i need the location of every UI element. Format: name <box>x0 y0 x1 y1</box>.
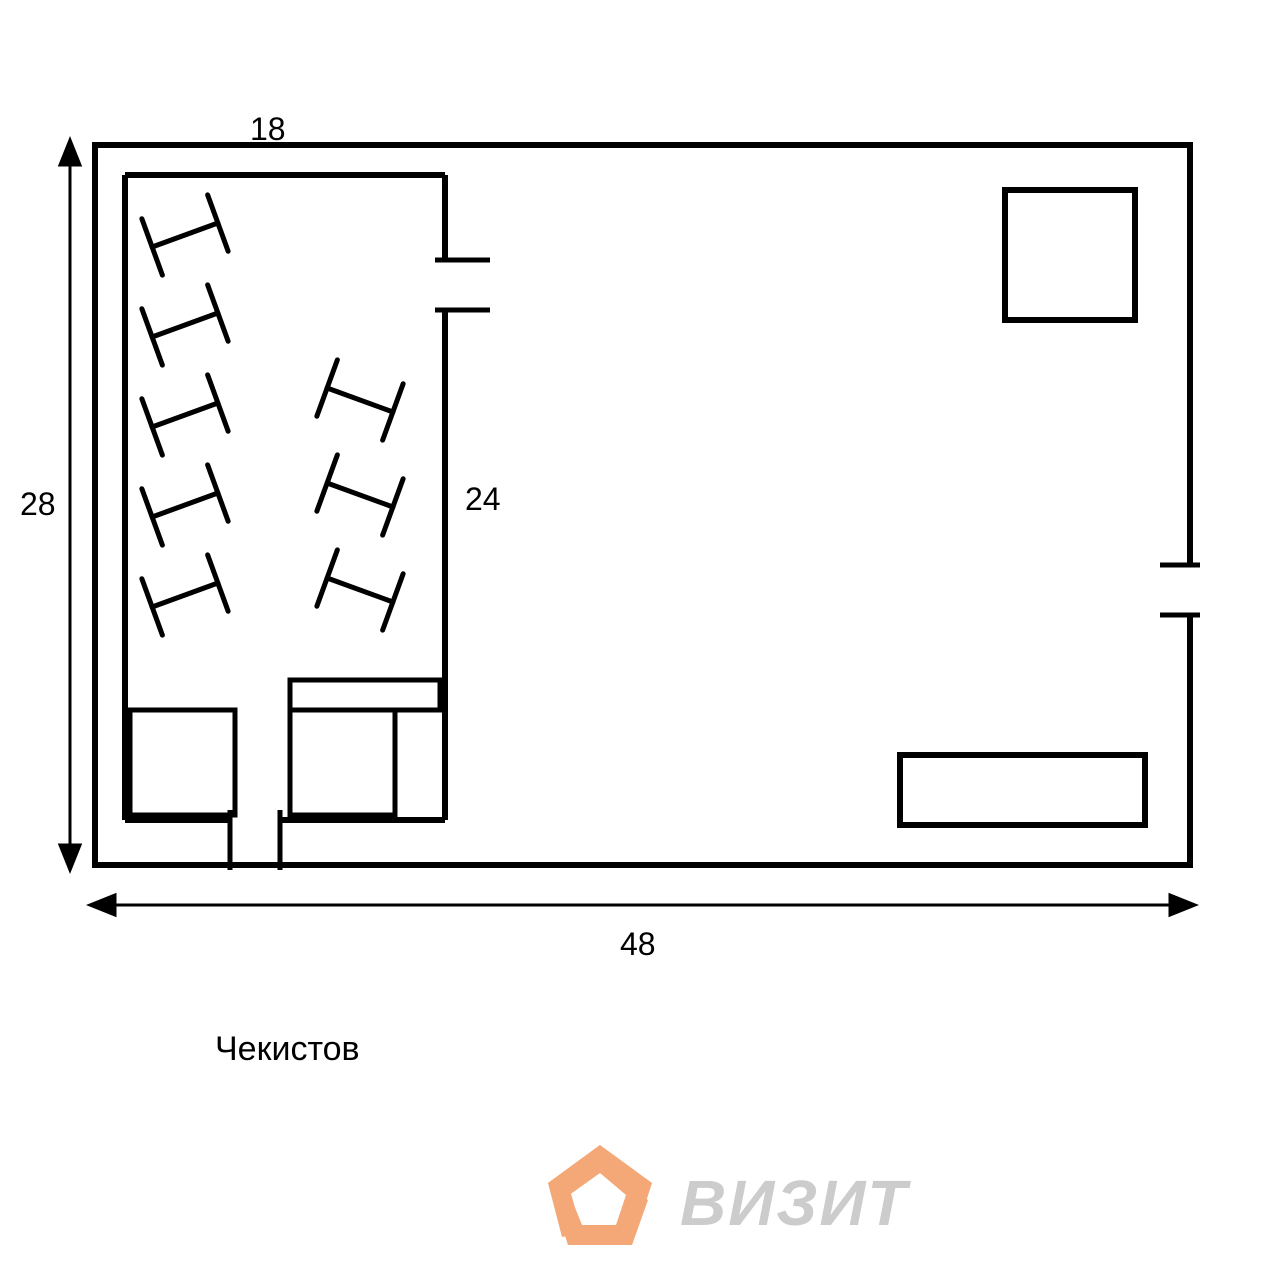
dim-horizontal <box>90 895 1195 915</box>
box-inner-right <box>290 710 395 815</box>
logo: ВИЗИТ <box>548 1145 911 1245</box>
dim-inner-width-label: 18 <box>250 111 286 147</box>
stairs-left <box>142 195 228 635</box>
dim-width-label: 48 <box>620 926 656 962</box>
dim-vertical <box>60 140 80 870</box>
dim-height-label: 28 <box>20 486 56 522</box>
box-inner-right-strip <box>290 680 440 710</box>
logo-icon <box>548 1145 652 1245</box>
floorplan-diagram: 28 48 18 24 Чекистов ВИЗИТ <box>0 0 1280 1280</box>
caption: Чекистов <box>215 1030 360 1068</box>
stairs-right <box>317 360 403 630</box>
right-wall-gap <box>1186 565 1196 615</box>
box-top-right <box>1005 190 1135 320</box>
box-inner-left <box>130 710 235 815</box>
dim-inner-height-label: 24 <box>465 481 501 517</box>
logo-text: ВИЗИТ <box>680 1167 911 1239</box>
box-bottom-right <box>900 755 1145 825</box>
